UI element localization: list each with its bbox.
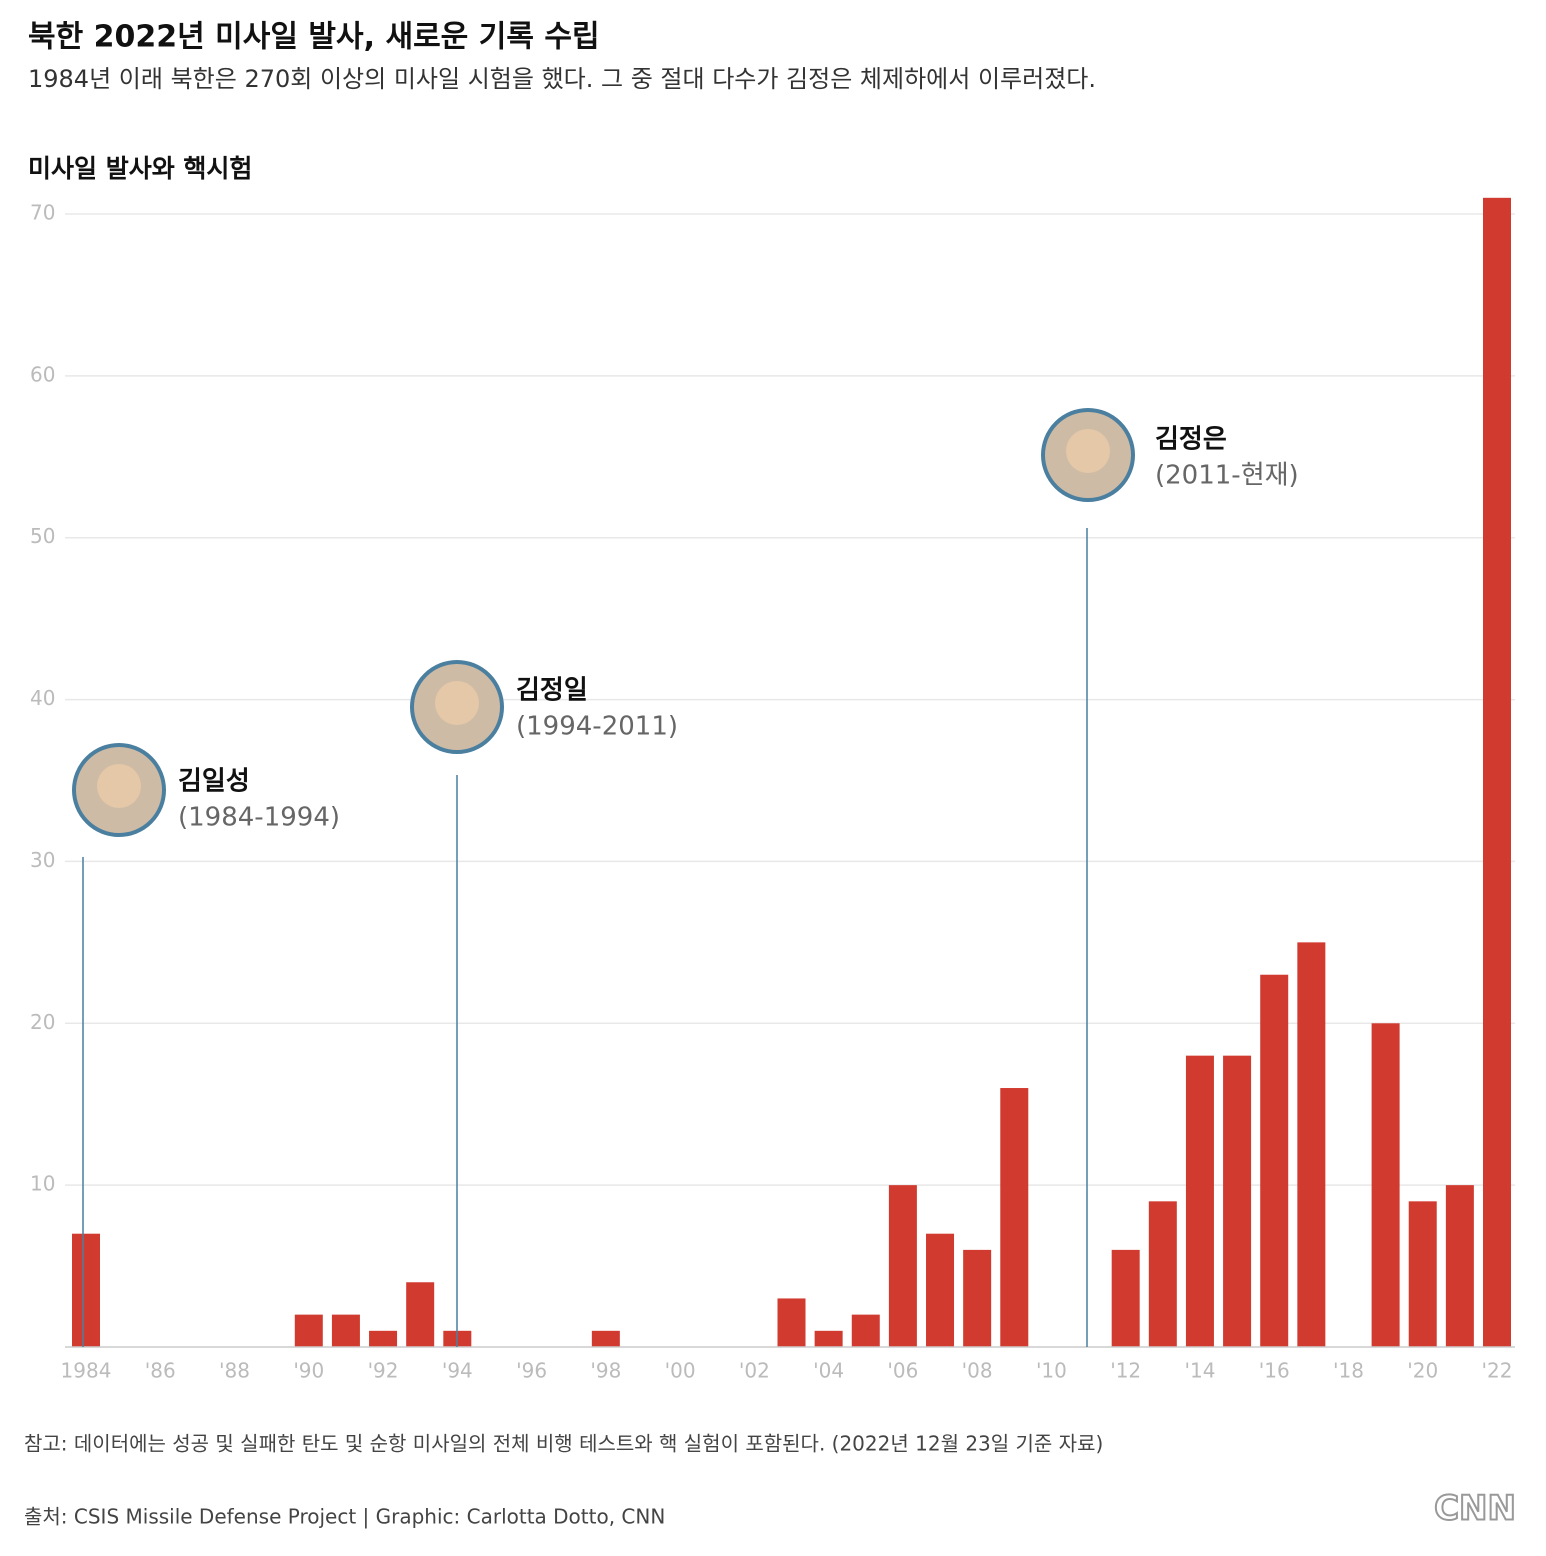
- annotation-period: (1984-1994): [178, 803, 340, 833]
- bar: [814, 1330, 843, 1347]
- x-tick-label: '06: [887, 1359, 918, 1383]
- x-tick-label: '20: [1407, 1359, 1438, 1383]
- bar: [406, 1282, 435, 1347]
- x-tick-label: '98: [590, 1359, 621, 1383]
- chart-subtitle: 1984년 이래 북한은 270회 이상의 미사일 시험을 했다. 그 중 절대…: [28, 65, 1096, 93]
- x-tick-label: '92: [368, 1359, 399, 1383]
- bar: [1185, 1055, 1214, 1347]
- x-tick-label: '96: [516, 1359, 547, 1383]
- bar: [591, 1330, 620, 1347]
- bar: [369, 1330, 398, 1347]
- annotation-name: 김정일: [516, 676, 588, 706]
- bar: [1000, 1088, 1029, 1347]
- x-tick-label: '08: [962, 1359, 993, 1383]
- bar: [777, 1298, 806, 1347]
- bar: [1408, 1201, 1437, 1347]
- annotation-period: (2011-현재): [1155, 461, 1299, 491]
- x-tick-label: '90: [293, 1359, 324, 1383]
- portrait-face: [435, 681, 479, 725]
- x-tick-label: '18: [1333, 1359, 1364, 1383]
- x-tick-label: '04: [813, 1359, 844, 1383]
- y-tick-label: 70: [30, 201, 55, 225]
- bar: [963, 1249, 992, 1347]
- bar: [888, 1185, 917, 1347]
- x-tick-label: '94: [442, 1359, 473, 1383]
- x-tick-label: '02: [739, 1359, 770, 1383]
- portrait-face: [97, 764, 141, 808]
- y-axis-label: 미사일 발사와 핵시험: [28, 154, 252, 183]
- x-tick-label: '88: [219, 1359, 250, 1383]
- y-tick-label: 10: [30, 1172, 55, 1196]
- x-tick-label: '00: [665, 1359, 696, 1383]
- source: 출처: CSIS Missile Defense Project | Graph…: [24, 1505, 665, 1529]
- x-tick-label: '10: [1036, 1359, 1067, 1383]
- x-tick-label: '14: [1184, 1359, 1215, 1383]
- bar: [72, 1233, 100, 1347]
- logo: CNN: [1434, 1489, 1516, 1529]
- annotation-name: 김일성: [178, 767, 250, 797]
- bar: [851, 1314, 880, 1347]
- bar: [1111, 1249, 1140, 1347]
- chart-title: 북한 2022년 미사일 발사, 새로운 기록 수립: [28, 20, 600, 55]
- note: 참고: 데이터에는 성공 및 실패한 탄도 및 순항 미사일의 전체 비행 테스…: [24, 1432, 1103, 1456]
- bar: [294, 1314, 323, 1347]
- bar: [331, 1314, 360, 1347]
- bar: [1148, 1201, 1177, 1347]
- bar: [1260, 974, 1289, 1347]
- x-tick-label: '16: [1259, 1359, 1290, 1383]
- bar: [926, 1233, 955, 1347]
- y-tick-label: 40: [30, 686, 55, 710]
- x-tick-label: '12: [1110, 1359, 1141, 1383]
- bar: [1371, 1023, 1400, 1347]
- x-tick-label: 1984: [61, 1359, 112, 1383]
- bar: [1483, 197, 1511, 1347]
- annotation-name: 김정은: [1155, 425, 1227, 455]
- x-tick-label: '86: [145, 1359, 176, 1383]
- annotation-period: (1994-2011): [516, 712, 678, 742]
- y-tick-label: 20: [30, 1010, 55, 1034]
- y-tick-label: 60: [30, 362, 55, 386]
- bar: [1297, 942, 1326, 1347]
- y-tick-label: 50: [30, 524, 55, 548]
- portrait-face: [1066, 429, 1110, 473]
- x-tick-label: '22: [1482, 1359, 1513, 1383]
- bar: [1223, 1055, 1252, 1347]
- bar: [1445, 1185, 1474, 1347]
- y-tick-label: 30: [30, 848, 55, 872]
